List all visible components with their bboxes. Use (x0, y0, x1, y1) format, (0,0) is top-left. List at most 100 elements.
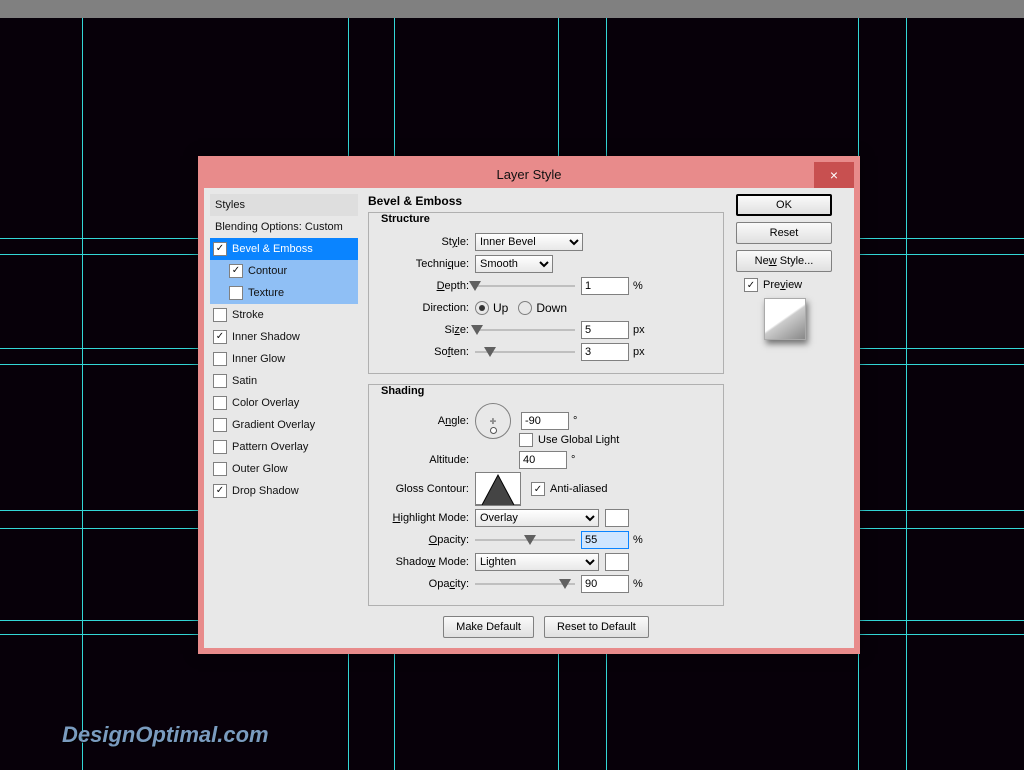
watermark: DesignOptimal.com (62, 724, 269, 746)
depth-input[interactable] (581, 277, 629, 295)
reset-button[interactable]: Reset (736, 222, 832, 244)
angle-label: Angle: (377, 415, 475, 427)
shadow-opacity-slider[interactable] (475, 577, 575, 591)
direction-down-radio[interactable]: Down (518, 301, 567, 315)
new-style-button[interactable]: New Style... (736, 250, 832, 272)
style-label: Style: (377, 236, 475, 248)
size-unit: px (633, 324, 645, 336)
altitude-label: Altitude: (377, 454, 475, 466)
checkbox-icon[interactable] (213, 352, 227, 366)
highlight-color-swatch[interactable] (605, 509, 629, 527)
sidebar-blending[interactable]: Blending Options: Custom (210, 216, 358, 238)
sidebar-item-inner-shadow[interactable]: ✓ Inner Shadow (210, 326, 358, 348)
highlight-opacity-input[interactable] (581, 531, 629, 549)
shadow-color-swatch[interactable] (605, 553, 629, 571)
angle-input[interactable] (521, 412, 569, 430)
checkbox-icon[interactable] (213, 308, 227, 322)
sidebar-item-label: Color Overlay (232, 393, 299, 413)
make-default-button[interactable]: Make Default (443, 616, 534, 638)
sidebar-item-label: Texture (248, 283, 284, 303)
highlight-mode-dropdown[interactable]: Overlay (475, 509, 599, 527)
soften-input[interactable] (581, 343, 629, 361)
altitude-unit: ° (571, 454, 575, 466)
depth-unit: % (633, 280, 643, 292)
preview-thumbnail (764, 298, 806, 340)
shadow-opacity-input[interactable] (581, 575, 629, 593)
styles-sidebar: Styles Blending Options: Custom ✓ Bevel &… (204, 188, 364, 648)
shadow-mode-dropdown[interactable]: Lighten (475, 553, 599, 571)
checkbox-icon[interactable]: ✓ (213, 484, 227, 498)
sidebar-item-bevel-emboss[interactable]: ✓ Bevel & Emboss (210, 238, 358, 260)
sidebar-item-stroke[interactable]: Stroke (210, 304, 358, 326)
sidebar-item-outer-glow[interactable]: Outer Glow (210, 458, 358, 480)
technique-label: Technique: (377, 258, 475, 270)
size-slider[interactable] (475, 323, 575, 337)
desktop: Layer Style × Styles Blending Options: C… (0, 0, 1024, 770)
checkbox-icon[interactable] (213, 374, 227, 388)
angle-unit: ° (573, 415, 577, 427)
preview-checkbox[interactable]: ✓Preview (744, 278, 846, 292)
sidebar-item-label: Outer Glow (232, 459, 288, 479)
size-input[interactable] (581, 321, 629, 339)
size-label: Size: (377, 324, 475, 336)
gloss-contour-picker[interactable] (475, 472, 521, 506)
sidebar-item-drop-shadow[interactable]: ✓ Drop Shadow (210, 480, 358, 502)
sidebar-item-label: Inner Shadow (232, 327, 300, 347)
style-dropdown[interactable]: Inner Bevel (475, 233, 583, 251)
global-light-checkbox[interactable]: Use Global Light (519, 433, 619, 447)
checkbox-icon[interactable] (213, 396, 227, 410)
sidebar-item-satin[interactable]: Satin (210, 370, 358, 392)
sidebar-item-inner-glow[interactable]: Inner Glow (210, 348, 358, 370)
soften-unit: px (633, 346, 645, 358)
sidebar-item-color-overlay[interactable]: Color Overlay (210, 392, 358, 414)
shadow-opacity-unit: % (633, 578, 643, 590)
sidebar-item-label: Bevel & Emboss (232, 239, 313, 259)
sidebar-item-contour[interactable]: ✓ Contour (210, 260, 358, 282)
sidebar-item-label: Inner Glow (232, 349, 285, 369)
highlight-opacity-unit: % (633, 534, 643, 546)
structure-heading: Structure (377, 213, 715, 225)
shading-heading: Shading (377, 385, 715, 397)
checkbox-icon[interactable]: ✓ (229, 264, 243, 278)
ok-button[interactable]: OK (736, 194, 832, 216)
soften-label: Soften: (377, 346, 475, 358)
angle-dial[interactable]: ✛ (475, 403, 511, 439)
sidebar-item-label: Contour (248, 261, 287, 281)
highlight-mode-label: Highlight Mode: (377, 512, 475, 524)
highlight-opacity-label: Opacity: (377, 534, 475, 546)
depth-slider[interactable] (475, 279, 575, 293)
checkbox-icon[interactable] (213, 440, 227, 454)
close-icon[interactable]: × (814, 162, 854, 188)
sidebar-item-gradient-overlay[interactable]: Gradient Overlay (210, 414, 358, 436)
shadow-opacity-label: Opacity: (377, 578, 475, 590)
direction-label: Direction: (377, 302, 475, 314)
checkbox-icon[interactable]: ✓ (213, 242, 227, 256)
right-column: OK Reset New Style... ✓Preview (728, 188, 854, 648)
checkbox-icon[interactable] (213, 418, 227, 432)
dialog-title: Layer Style (496, 167, 561, 182)
sidebar-item-label: Satin (232, 371, 257, 391)
dialog-titlebar[interactable]: Layer Style × (204, 162, 854, 188)
checkbox-icon[interactable] (213, 462, 227, 476)
sidebar-item-pattern-overlay[interactable]: Pattern Overlay (210, 436, 358, 458)
highlight-opacity-slider[interactable] (475, 533, 575, 547)
checkbox-icon[interactable] (229, 286, 243, 300)
checkbox-icon[interactable]: ✓ (213, 330, 227, 344)
depth-label: Depth: (377, 280, 475, 292)
direction-up-radio[interactable]: Up (475, 301, 508, 315)
layer-style-dialog: Layer Style × Styles Blending Options: C… (198, 156, 860, 654)
antialias-checkbox[interactable]: ✓Anti-aliased (531, 482, 608, 496)
sidebar-item-label: Gradient Overlay (232, 415, 315, 435)
altitude-input[interactable] (519, 451, 567, 469)
shadow-mode-label: Shadow Mode: (377, 556, 475, 568)
gloss-label: Gloss Contour: (377, 483, 475, 495)
reset-default-button[interactable]: Reset to Default (544, 616, 649, 638)
technique-dropdown[interactable]: Smooth (475, 255, 553, 273)
sidebar-item-label: Drop Shadow (232, 481, 299, 501)
sidebar-item-label: Pattern Overlay (232, 437, 308, 457)
sidebar-item-label: Stroke (232, 305, 264, 325)
sidebar-header[interactable]: Styles (210, 194, 358, 216)
main-panel: Bevel & Emboss Structure Style: Inner Be… (364, 188, 728, 648)
soften-slider[interactable] (475, 345, 575, 359)
sidebar-item-texture[interactable]: Texture (210, 282, 358, 304)
